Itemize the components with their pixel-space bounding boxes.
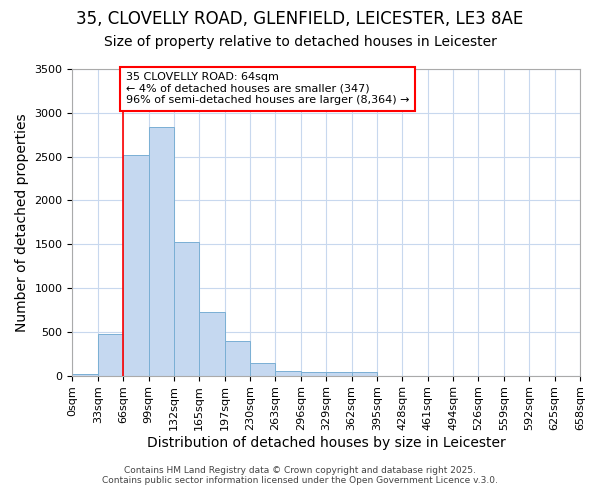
Bar bbox=[326, 372, 352, 376]
Bar bbox=[123, 155, 149, 376]
Bar bbox=[149, 127, 174, 376]
Bar bbox=[275, 371, 301, 376]
Bar bbox=[174, 242, 199, 376]
Bar bbox=[73, 374, 98, 376]
Bar bbox=[250, 363, 275, 376]
Text: 35, CLOVELLY ROAD, GLENFIELD, LEICESTER, LE3 8AE: 35, CLOVELLY ROAD, GLENFIELD, LEICESTER,… bbox=[76, 10, 524, 28]
Text: Contains HM Land Registry data © Crown copyright and database right 2025.
Contai: Contains HM Land Registry data © Crown c… bbox=[102, 466, 498, 485]
Y-axis label: Number of detached properties: Number of detached properties bbox=[15, 113, 29, 332]
Bar bbox=[98, 334, 123, 376]
Bar bbox=[224, 342, 250, 376]
Bar bbox=[352, 372, 377, 376]
Text: 35 CLOVELLY ROAD: 64sqm
← 4% of detached houses are smaller (347)
96% of semi-de: 35 CLOVELLY ROAD: 64sqm ← 4% of detached… bbox=[126, 72, 409, 106]
Bar bbox=[301, 372, 326, 376]
X-axis label: Distribution of detached houses by size in Leicester: Distribution of detached houses by size … bbox=[147, 436, 506, 450]
Bar bbox=[199, 312, 224, 376]
Text: Size of property relative to detached houses in Leicester: Size of property relative to detached ho… bbox=[104, 35, 496, 49]
